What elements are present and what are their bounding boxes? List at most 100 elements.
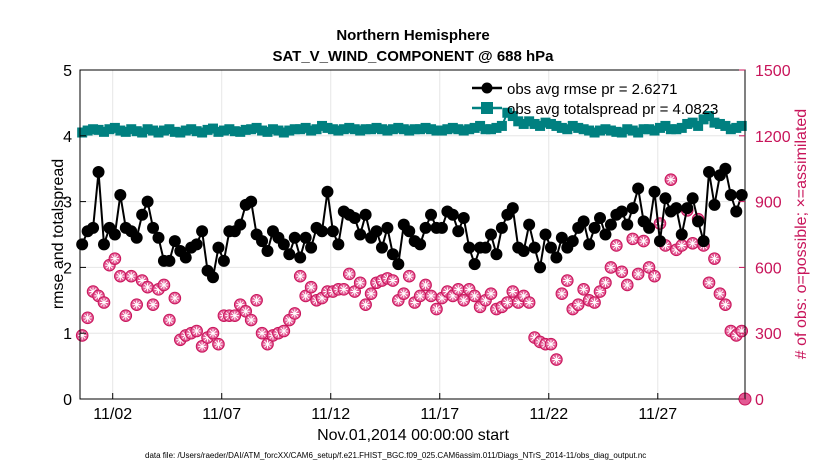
y-tick-label-right: 1500 (755, 63, 791, 80)
point-totalspread (278, 127, 289, 138)
point-obs-assimilated (127, 271, 136, 281)
point-totalspread (731, 122, 742, 133)
point-totalspread (257, 125, 268, 136)
point-obs-assimilated (655, 219, 665, 228)
x-tick-label: 11/17 (420, 406, 459, 423)
point-rmse (163, 254, 176, 267)
point-totalspread (180, 125, 191, 136)
chart-title: Northern Hemisphere (336, 27, 489, 44)
point-obs-assimilated (355, 278, 365, 287)
point-rmse (130, 231, 143, 244)
point-rmse (653, 235, 666, 248)
point-obs-assimilated (486, 289, 496, 298)
point-totalspread (349, 124, 360, 135)
point-totalspread (714, 118, 725, 129)
legend-label-spread: obs avg totalspread pr = 4.0823 (507, 101, 718, 118)
point-rmse (359, 208, 372, 221)
point-totalspread (426, 124, 437, 135)
point-totalspread (333, 125, 344, 136)
point-obs-assimilated (519, 291, 528, 301)
x-axis: 11/02 11/07 11/12 11/17 11/22 11/27 (93, 393, 677, 423)
point-obs-assimilated (192, 326, 201, 336)
point-rmse (484, 228, 497, 241)
point-totalspread (88, 124, 99, 135)
legend: obs avg rmse pr = 2.6271 obs avg totalsp… (472, 81, 718, 118)
point-rmse (648, 185, 661, 198)
point-totalspread (431, 125, 442, 136)
point-obs-assimilated (296, 271, 305, 281)
point-obs-assimilated (165, 315, 174, 325)
point-obs-assimilated (285, 315, 294, 325)
point-totalspread (120, 126, 131, 137)
point-obs-assimilated (361, 300, 370, 309)
point-obs-assimilated (415, 291, 425, 301)
point-rmse (326, 225, 339, 238)
point-totalspread (447, 122, 458, 133)
point-totalspread (436, 125, 447, 136)
y-tick-label-left: 2 (63, 260, 72, 277)
point-obs-assimilated (350, 287, 359, 296)
point-totalspread (551, 120, 562, 131)
point-totalspread (382, 125, 393, 136)
legend-marker-rmse (481, 82, 493, 94)
point-totalspread (262, 126, 273, 137)
point-totalspread (464, 124, 475, 135)
point-totalspread (595, 125, 606, 136)
point-totalspread (344, 122, 355, 133)
point-rmse (152, 231, 165, 244)
point-rmse (517, 244, 530, 257)
point-totalspread (311, 124, 322, 135)
point-obs-assimilated (710, 254, 719, 263)
point-rmse (577, 215, 590, 228)
point-rmse (446, 208, 459, 221)
point-obs-assimilated (137, 276, 147, 285)
point-totalspread (616, 127, 627, 138)
point-obs-assimilated (443, 287, 452, 296)
point-totalspread (371, 122, 382, 133)
y-axis-right-label: # of obs: o=possible; ×=assimilated (793, 109, 810, 359)
point-totalspread (442, 124, 453, 135)
point-totalspread (289, 124, 300, 135)
y-tick-label-left: 3 (63, 195, 72, 212)
point-rmse (506, 202, 519, 215)
point-totalspread (213, 126, 224, 137)
point-totalspread (137, 127, 148, 138)
point-obs-assimilated (214, 339, 223, 349)
point-totalspread (148, 125, 159, 136)
point-obs-assimilated (301, 291, 310, 301)
x-tick-label: 11/27 (638, 406, 677, 423)
point-obs-assimilated (110, 254, 120, 263)
point-obs-assimilated (399, 289, 408, 298)
point-rmse (217, 254, 230, 267)
point-obs-assimilated (437, 293, 447, 303)
series-totalspread (77, 107, 747, 138)
point-totalspread (240, 124, 251, 135)
point-totalspread (589, 127, 600, 138)
point-rmse (468, 258, 481, 271)
point-rmse (588, 221, 601, 234)
point-rmse (332, 238, 345, 251)
point-totalspread (556, 122, 567, 133)
legend-label-rmse: obs avg rmse pr = 2.6271 (507, 81, 678, 98)
chart-subtitle: SAT_V_WIND_COMPONENT @ 688 hPa (272, 48, 554, 65)
point-obs-assimilated (470, 291, 479, 301)
point-obs-assimilated (345, 269, 354, 279)
point-obs-assimilated (394, 296, 403, 305)
point-rmse (425, 208, 438, 221)
point-totalspread (284, 125, 295, 136)
point-totalspread (540, 117, 551, 128)
point-totalspread (322, 122, 333, 133)
point-totalspread (158, 125, 169, 136)
point-rmse (490, 248, 503, 261)
point-rmse (550, 251, 563, 264)
point-rmse (288, 231, 301, 244)
point-obs-assimilated (83, 313, 92, 323)
point-obs-assimilated (650, 271, 659, 281)
plot-frame (79, 69, 746, 400)
point-totalspread (153, 127, 164, 138)
point-rmse (495, 221, 508, 234)
point-obs-assimilated (475, 302, 485, 312)
point-totalspread (98, 126, 109, 137)
point-totalspread (491, 122, 502, 133)
